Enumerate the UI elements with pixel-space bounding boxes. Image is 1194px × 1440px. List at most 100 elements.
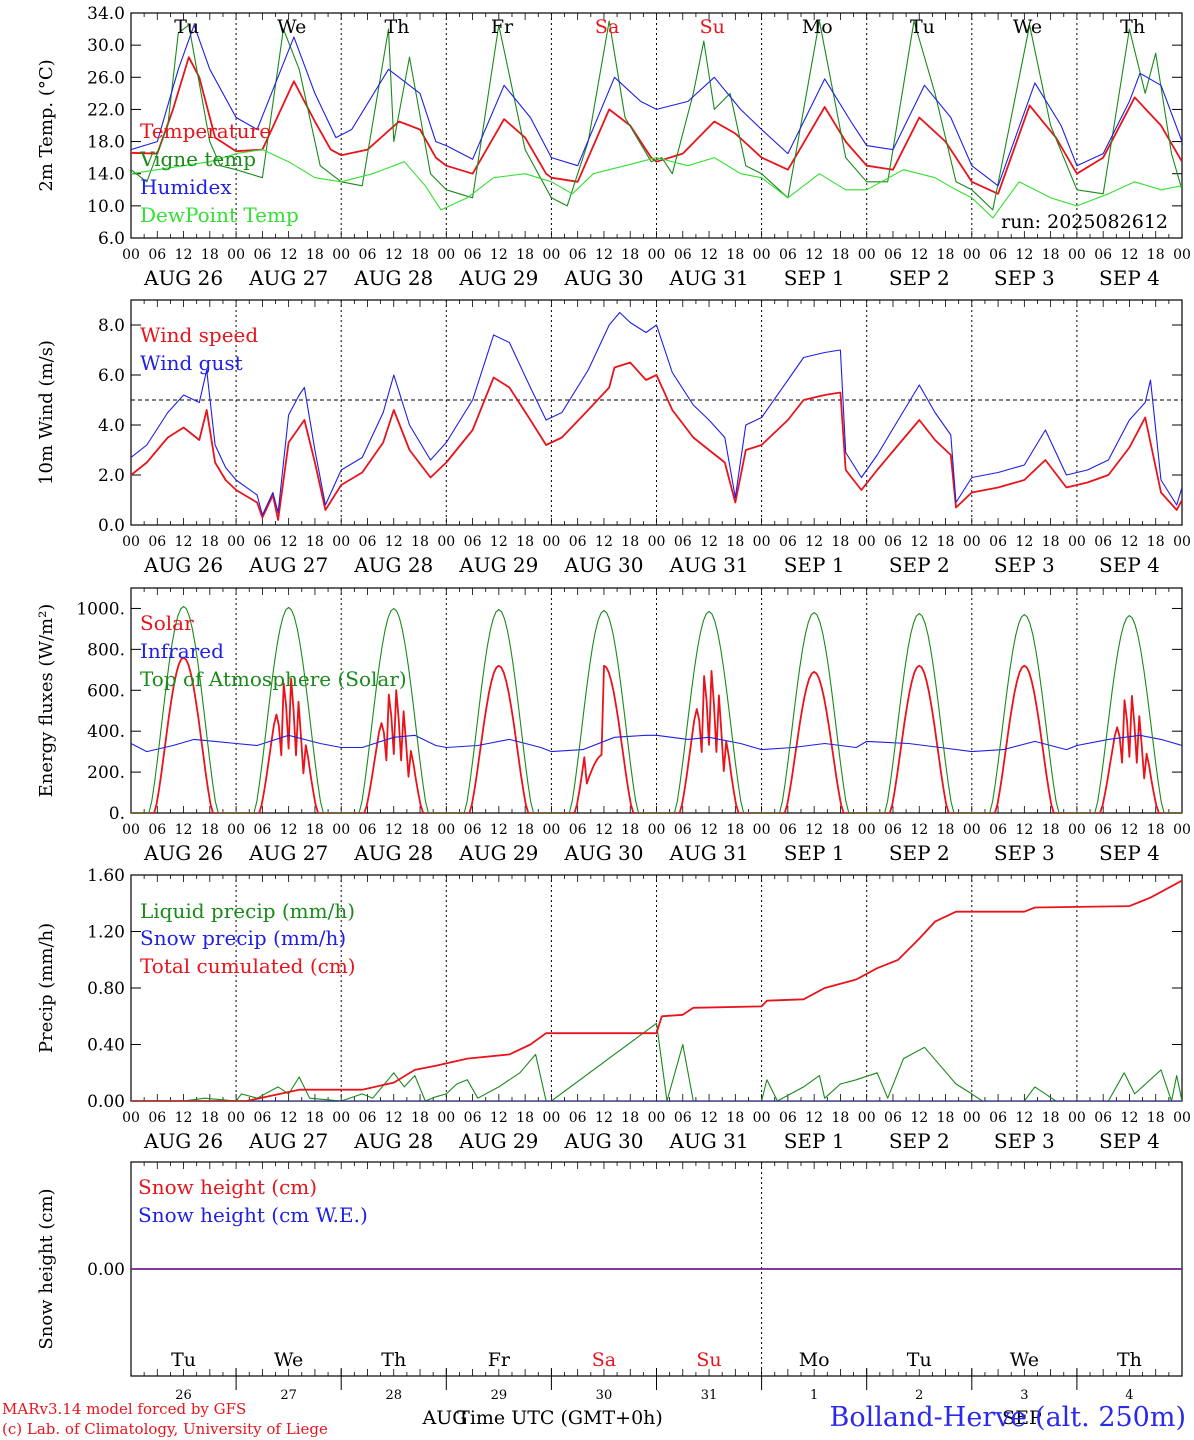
date-label: AUG 28: [353, 266, 433, 290]
hour-label: 00: [122, 1110, 140, 1126]
date-label: SEP 2: [889, 553, 950, 577]
hour-label: 00: [753, 534, 771, 550]
series-line-top-of-atmosphere-solar-: [131, 605, 1182, 813]
legend-entry: Top of Atmosphere (Solar): [140, 667, 407, 691]
hour-label: 06: [884, 822, 902, 838]
weekday-label: Mo: [802, 16, 833, 38]
weekday-label: We: [274, 1349, 303, 1371]
y-axis-label: 2m Temp. (°C): [36, 59, 57, 191]
date-label: AUG 31: [669, 266, 749, 290]
hour-label: 00: [437, 534, 455, 550]
y-tick-label: 0.00: [87, 1260, 125, 1280]
legend-entry: Liquid precip (mm/h): [140, 899, 355, 923]
date-label: AUG 30: [563, 553, 643, 577]
hour-label: 06: [148, 822, 166, 838]
hour-label: 06: [779, 822, 797, 838]
hour-label: 18: [621, 822, 639, 838]
y-tick-label: 1.60: [87, 866, 125, 886]
date-label: AUG 30: [563, 266, 643, 290]
hour-label: 18: [1147, 534, 1165, 550]
series-line-infrared: [131, 734, 1182, 753]
hour-label: 18: [306, 1110, 324, 1126]
hour-label: 12: [385, 247, 403, 263]
date-label: AUG 29: [458, 841, 538, 865]
date-label: AUG 31: [669, 1129, 749, 1153]
series-group: [131, 605, 1182, 813]
weekday-label: Fr: [491, 16, 514, 38]
hour-label: 06: [464, 534, 482, 550]
series-line-liquid-precip-mm-h-: [131, 1022, 1182, 1101]
date-label: AUG 26: [143, 553, 223, 577]
hour-label: 00: [1173, 822, 1191, 838]
date-label: AUG 28: [353, 841, 433, 865]
hour-label: 06: [1094, 1110, 1112, 1126]
day-number: 4: [1125, 1388, 1133, 1403]
hour-label: 18: [1147, 1110, 1165, 1126]
hour-label: 06: [359, 247, 377, 263]
hour-label: 00: [542, 822, 560, 838]
date-label: AUG 30: [563, 1129, 643, 1153]
date-label: AUG 28: [353, 1129, 433, 1153]
panel-temperature: 6.0 10.0 14.0 18.0 22.0 26.0 30.0 34.0 2m Temp. …: [36, 4, 1191, 290]
hour-label: 06: [884, 1110, 902, 1126]
hour-label: 18: [516, 247, 534, 263]
date-label: SEP 3: [994, 553, 1055, 577]
series-line-dewpoint-temp: [131, 149, 1182, 219]
series-line-total-cumulated-cm-: [131, 879, 1182, 1101]
hour-label: 00: [1173, 247, 1191, 263]
hour-label: 06: [989, 534, 1007, 550]
hour-label: 12: [700, 822, 718, 838]
weekday-label: Mo: [799, 1349, 830, 1371]
copyright-credit: (c) Lab. of Climatology, University of L…: [2, 1420, 328, 1438]
y-tick-label: 6.0: [98, 366, 125, 386]
hour-label: 00: [1173, 1110, 1191, 1126]
hour-label: 06: [674, 822, 692, 838]
hour-label: 06: [253, 247, 271, 263]
date-label: SEP 4: [1099, 1129, 1160, 1153]
y-tick-label: 30.0: [87, 36, 125, 56]
weekday-label: Su: [700, 16, 725, 38]
hour-label: 18: [306, 534, 324, 550]
weekday-label: Th: [1120, 16, 1145, 38]
hour-label: 18: [1042, 822, 1060, 838]
y-axis-label: Precip (mm/h): [36, 923, 57, 1053]
hour-label: 18: [201, 534, 219, 550]
hour-label: 06: [674, 247, 692, 263]
hour-label: 00: [122, 822, 140, 838]
hour-label: 00: [122, 534, 140, 550]
hour-label: 06: [464, 822, 482, 838]
weekday-label: Su: [696, 1349, 721, 1371]
series-line-wind-gust: [131, 311, 1182, 516]
y-tick-label: 0.00: [87, 1092, 125, 1112]
hour-label: 18: [726, 534, 744, 550]
y-tick-label: 600.: [87, 681, 125, 701]
date-label: SEP 4: [1099, 553, 1160, 577]
hour-label: 18: [411, 1110, 429, 1126]
hour-label: 12: [385, 1110, 403, 1126]
panel-wind: 0.0 2.0 4.0 6.0 8.0 10m Wind (m/s) Wind speed W…: [36, 299, 1191, 577]
series-line-humidex: [131, 24, 1182, 187]
series-group: [131, 20, 1182, 219]
series-group: [131, 311, 1182, 521]
hour-label: 00: [963, 822, 981, 838]
hour-label: 00: [542, 1110, 560, 1126]
hour-label: 12: [700, 534, 718, 550]
hour-label: 06: [359, 534, 377, 550]
y-axis-label: 10m Wind (m/s): [36, 340, 57, 485]
hour-label: 00: [963, 247, 981, 263]
weekday-label: Th: [381, 1349, 406, 1371]
y-tick-label: 2.0: [98, 466, 125, 486]
hour-label: 00: [332, 1110, 350, 1126]
hour-label: 00: [332, 247, 350, 263]
hour-label: 12: [1121, 247, 1139, 263]
y-tick-label: 400.: [87, 722, 125, 742]
date-label: AUG 31: [669, 841, 749, 865]
hour-label: 18: [411, 534, 429, 550]
date-label: AUG 30: [563, 841, 643, 865]
date-label: AUG 29: [458, 1129, 538, 1153]
hour-label: 06: [674, 1110, 692, 1126]
date-label: AUG 29: [458, 266, 538, 290]
hour-label: 00: [1068, 1110, 1086, 1126]
date-label: SEP 3: [994, 841, 1055, 865]
hour-label: 06: [989, 247, 1007, 263]
